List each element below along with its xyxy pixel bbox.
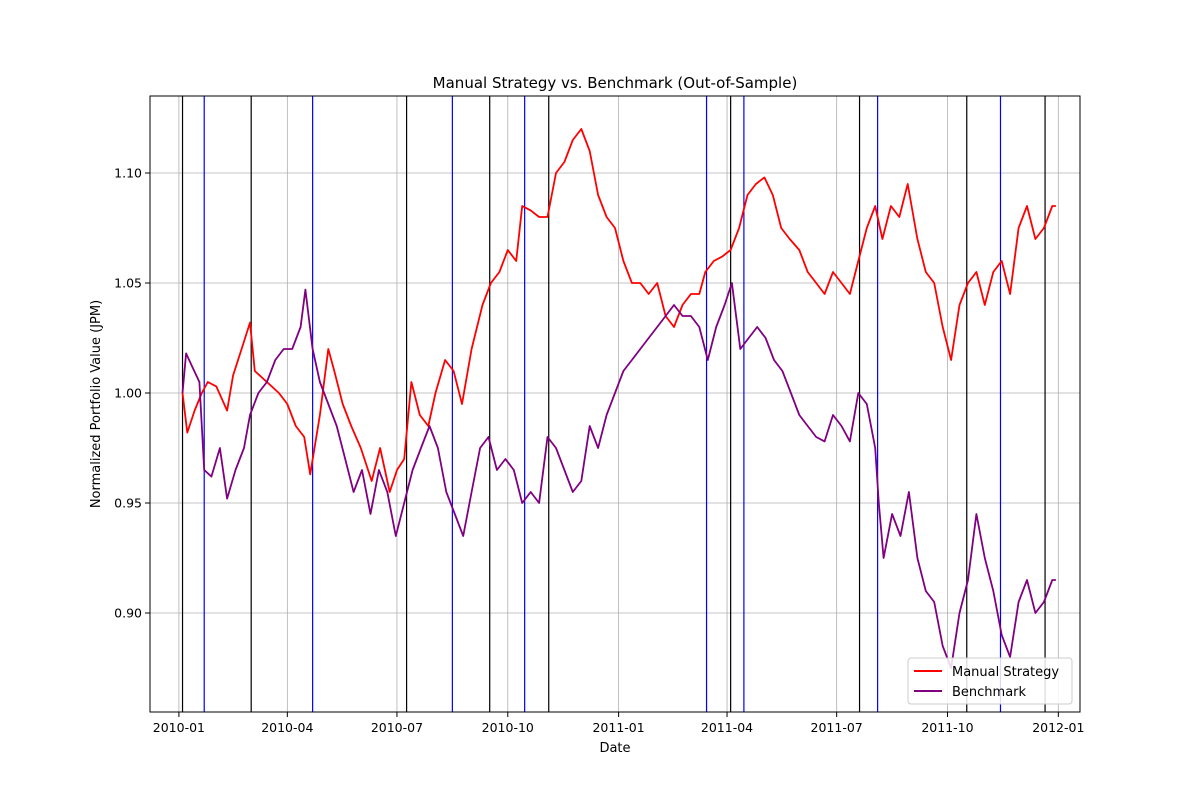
x-tick-label: 2011-01 [592,720,644,735]
x-axis: 2010-01 2010-04 2010-07 2010-10 2011-01 2011-… [153,712,1084,735]
x-tick-label: 2012-01 [1032,720,1084,735]
y-axis-label: Normalized Portfolio Value (JPM) [89,300,104,508]
legend-box [907,657,1073,705]
y-tick-label: 0.90 [114,606,142,621]
y-axis: 0.90 0.95 1.00 1.05 1.10 [114,166,150,621]
plot-frame [149,95,1081,713]
x-tick-label: 2011-04 [701,720,753,735]
chart-title: Manual Strategy vs. Benchmark (Out-of-Sa… [433,74,798,92]
x-tick-label: 2011-07 [811,720,863,735]
x-tick-label: 2011-10 [921,720,973,735]
series-line-benchmark [181,282,1056,669]
trade-markers [181,96,1046,712]
y-tick-label: 1.10 [114,166,142,181]
gridlines [150,96,1080,712]
x-tick-label: 2010-10 [482,720,534,735]
legend: Manual Strategy Benchmark [907,657,1073,705]
y-tick-label: 0.95 [114,496,142,511]
legend-label-benchmark: Benchmark [952,685,1027,700]
y-tick-label: 1.00 [114,386,142,401]
x-tick-label: 2010-04 [261,720,313,735]
series-lines [181,128,1056,669]
x-axis-label: Date [599,741,630,756]
legend-label-manual-strategy: Manual Strategy [952,665,1059,680]
x-tick-label: 2010-01 [153,720,205,735]
y-tick-label: 1.05 [114,276,142,291]
series-line-manual-strategy [181,128,1056,493]
x-tick-label: 2010-07 [371,720,423,735]
